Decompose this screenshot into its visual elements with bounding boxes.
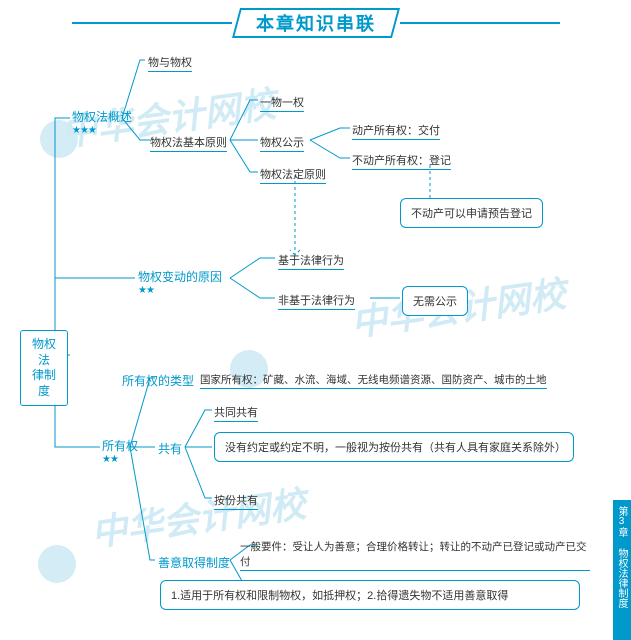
callout-bona-note: 1.适用于所有权和限制物权，如抵押权；2.拾得遗失物不适用善意取得: [160, 580, 580, 610]
node-change: 物权变动的原因 ★★: [138, 268, 222, 296]
root-label: 物权法 律制度: [32, 337, 56, 398]
node-overview: 物权法概述 ★★★: [72, 108, 132, 136]
title-line-right: [400, 22, 560, 24]
title-line-left: [72, 22, 232, 24]
node-share: 共有: [158, 440, 182, 457]
own-label: 所有权: [102, 437, 138, 454]
callout-nopublic: 无需公示: [402, 286, 468, 316]
node-bona: 善意取得制度: [158, 554, 230, 571]
watermark-badge: [38, 545, 76, 583]
own-stars: ★★: [102, 454, 138, 465]
node-root: 物权法 律制度: [20, 330, 68, 406]
node-owntype: 所有权的类型: [122, 372, 194, 389]
callout-joint-note: 没有约定或约定不明，一般视为按份共有（共有人具有家庭关系除外）: [214, 432, 574, 462]
chapter-sidebar: 第3章 物权法律制度: [613, 500, 631, 640]
change-stars: ★★: [138, 285, 222, 296]
title-text: 本章知识串联: [256, 10, 376, 36]
overview-label: 物权法概述: [72, 108, 132, 125]
chapter-title-bar: 本章知识串联: [0, 0, 631, 38]
node-move: 动产所有权：交付: [352, 122, 440, 140]
node-public: 物权公示: [260, 134, 304, 152]
node-portion: 按份共有: [214, 492, 258, 510]
callout-immove-note: 不动产可以申请预告登记: [400, 198, 543, 228]
node-owntype-text: 国家所有权：矿藏、水流、海域、无线电频谱资源、国防资产、城市的土地: [200, 372, 547, 389]
title-box: 本章知识串联: [231, 8, 399, 38]
node-joint: 共同共有: [214, 404, 258, 422]
node-notbyact: 非基于法律行为: [278, 292, 355, 310]
change-label: 物权变动的原因: [138, 268, 222, 285]
node-one: 一物一权: [260, 94, 304, 112]
overview-stars: ★★★: [72, 125, 132, 136]
node-immove: 不动产所有权：登记: [352, 152, 451, 170]
node-legal: 物权法定原则: [260, 166, 326, 184]
node-bona-req: 一般要件：受让人为善意；合理价格转让；转让的不动产已登记或动产已交付: [240, 539, 590, 571]
node-principle: 物权法基本原则: [150, 134, 227, 152]
node-own: 所有权 ★★: [102, 437, 138, 465]
node-byact: 基于法律行为: [278, 252, 344, 270]
node-thing: 物与物权: [148, 54, 192, 72]
